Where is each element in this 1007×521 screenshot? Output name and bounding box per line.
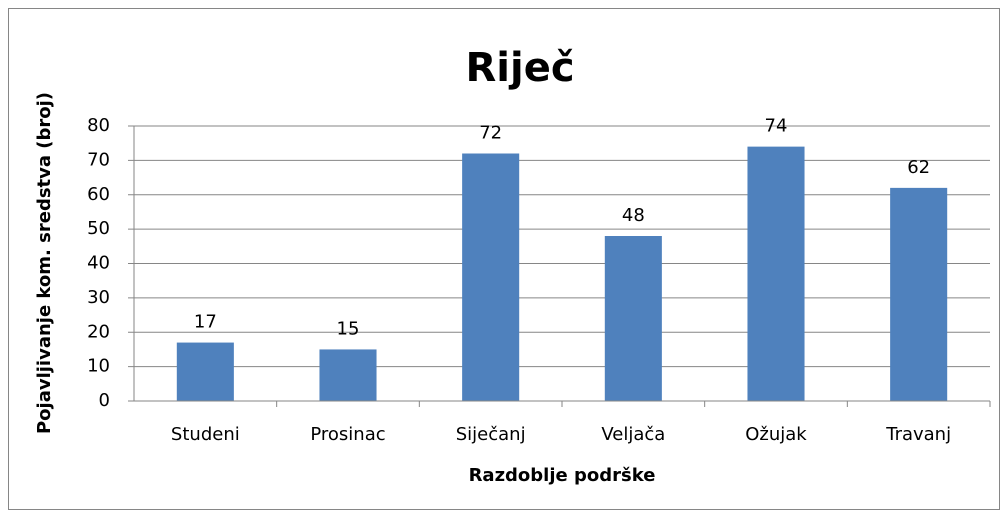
y-tick-label: 20 [87, 321, 110, 342]
y-tick-label: 40 [87, 253, 110, 274]
data-label: 48 [622, 205, 645, 226]
x-tick-label: Studeni [171, 424, 240, 445]
y-axis-label: Pojavljivanje kom. sredstva (broj) [34, 92, 55, 434]
bar [319, 349, 377, 401]
bar [604, 236, 662, 401]
data-label: 17 [194, 312, 217, 333]
chart-title: Riječ [465, 45, 574, 91]
x-tick-label: Travanj [885, 424, 951, 445]
bar [176, 342, 234, 401]
y-tick-label: 0 [99, 390, 110, 411]
x-tick-label: Siječanj [456, 424, 526, 445]
bar [747, 146, 805, 401]
data-label: 15 [337, 318, 360, 339]
x-tick-label: Prosinac [310, 424, 385, 445]
y-tick-label: 30 [87, 287, 110, 308]
data-label: 74 [765, 116, 788, 137]
y-tick-label: 70 [87, 149, 110, 170]
bar [462, 153, 520, 401]
data-label: 62 [907, 157, 930, 178]
x-axis-label: Razdoblje podrške [469, 465, 656, 486]
y-tick-label: 60 [87, 184, 110, 205]
x-tick-label: Ožujak [745, 424, 807, 445]
bar [890, 187, 948, 401]
y-tick-label: 80 [87, 115, 110, 136]
y-tick-label: 10 [87, 356, 110, 377]
data-label: 72 [479, 123, 502, 144]
y-tick-label: 50 [87, 218, 110, 239]
x-tick-label: Veljača [601, 424, 665, 445]
